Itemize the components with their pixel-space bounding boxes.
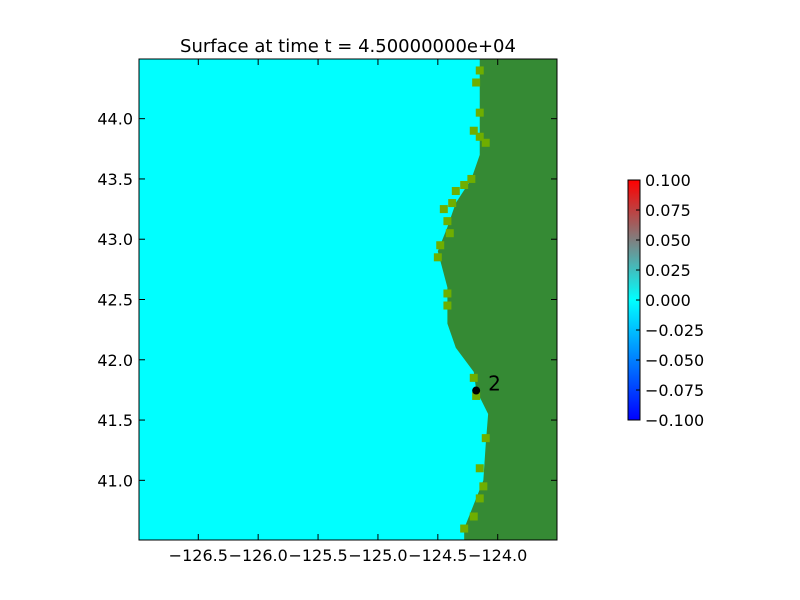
land-region xyxy=(437,59,557,540)
coast-cell xyxy=(472,78,481,87)
coast-cell xyxy=(479,482,488,491)
colorbar-tick-label: 0.100 xyxy=(645,171,691,190)
coast-cell xyxy=(451,186,460,196)
coast-cell xyxy=(472,391,481,400)
coast-cell xyxy=(436,241,445,250)
coast-cell xyxy=(469,126,478,135)
coast-cell xyxy=(443,289,452,298)
coast-cell xyxy=(475,464,484,473)
coast-cell xyxy=(439,205,448,214)
y-tick-label: 42.5 xyxy=(97,291,133,310)
coast-cell xyxy=(475,66,484,75)
x-tick-label: −125.0 xyxy=(348,546,407,565)
colorbar-ticks: 0.100 0.075 0.050 0.025 0.000 −0.025 −0.050 −0.… xyxy=(636,171,704,430)
y-tick-label: 43.0 xyxy=(97,230,133,249)
coast-cell xyxy=(443,217,452,226)
gauge-label: 2 xyxy=(488,372,501,396)
plot-area: 2 xyxy=(138,58,558,541)
colorbar-tick-label: −0.050 xyxy=(645,351,704,370)
coast-cell xyxy=(445,229,454,238)
coast-cell xyxy=(481,138,490,147)
colorbar-tick-label: −0.025 xyxy=(645,321,704,340)
y-tick-label: 44.0 xyxy=(97,110,133,129)
colorbar-tick-label: 0.000 xyxy=(645,291,691,310)
coast-cell xyxy=(460,524,469,533)
x-tick-label: −125.5 xyxy=(288,546,347,565)
x-tick-label: −126.5 xyxy=(169,546,228,565)
x-axis: −126.5 −126.0 −125.5 −125.0 −124.5 −124.0 xyxy=(169,59,527,565)
land-layer xyxy=(437,59,557,540)
colorbar-tick-label: −0.075 xyxy=(645,381,704,400)
coast-cell xyxy=(448,199,457,208)
colorbar-tick-label: −0.100 xyxy=(645,411,704,430)
y-axis: 41.0 41.5 42.0 42.5 43.0 43.5 44.0 xyxy=(97,110,557,490)
colorbar-tick-label: 0.050 xyxy=(645,231,691,250)
gauge-marker xyxy=(472,386,481,395)
coast-cell xyxy=(469,512,478,521)
coast-cell xyxy=(475,494,484,503)
y-tick-label: 43.5 xyxy=(97,170,133,189)
x-tick-label: −124.0 xyxy=(468,546,527,565)
y-tick-label: 41.0 xyxy=(97,471,133,490)
x-tick-label: −126.0 xyxy=(229,546,288,565)
coast-cell xyxy=(475,132,484,141)
coast-cell xyxy=(443,301,452,310)
coast-cell xyxy=(467,174,476,183)
coast-cells xyxy=(433,66,490,533)
gauge-layer: 2 xyxy=(472,372,501,396)
colorbar-tick-label: 0.075 xyxy=(645,201,691,220)
coast-cell xyxy=(460,180,469,189)
y-tick-label: 41.5 xyxy=(97,411,133,430)
y-tick-label: 42.0 xyxy=(97,351,133,370)
coast-cell xyxy=(481,434,490,443)
colorbar-tick-label: 0.025 xyxy=(645,261,691,280)
colorbar: 0.100 0.075 0.050 0.025 0.000 −0.025 −0.050 −0.… xyxy=(627,171,704,430)
coast-cell xyxy=(469,373,478,382)
coast-cell xyxy=(433,253,442,262)
coast-cell xyxy=(475,108,484,117)
chart-title: Surface at time t = 4.50000000e+04 xyxy=(180,36,516,57)
x-tick-label: −124.5 xyxy=(408,546,467,565)
